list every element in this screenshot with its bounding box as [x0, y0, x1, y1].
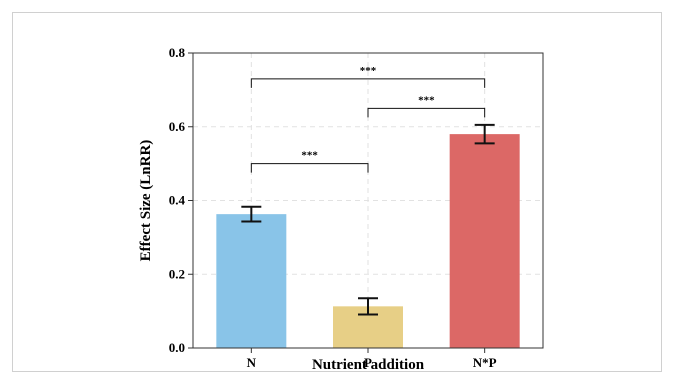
error-bars [241, 123, 495, 316]
x-tick-label: N*P [473, 355, 497, 370]
x-axis-ticks: N P N*P [247, 348, 497, 370]
x-tick-label: N [247, 355, 257, 370]
y-tick-label: 0.8 [169, 45, 186, 60]
bar-n-p [449, 134, 520, 348]
significance-bracket [367, 107, 486, 118]
significance-label: *** [418, 94, 435, 106]
y-axis-ticks: 0.0 0.2 0.4 0.6 0.8 [169, 45, 193, 355]
y-tick-label: 0.6 [169, 119, 186, 134]
significance-bracket [250, 163, 369, 173]
x-tick-label: P [364, 355, 372, 370]
significance-brackets: *** *** *** [250, 65, 486, 173]
y-axis-title: Effect Size (LnRR) [138, 140, 154, 262]
significance-label: *** [360, 65, 377, 77]
significance-bracket [250, 78, 486, 88]
y-tick-label: 0.0 [169, 340, 185, 355]
bar-n [216, 214, 287, 348]
x-axis-title: Nutrient addition [312, 357, 425, 373]
y-tick-label: 0.4 [169, 193, 186, 208]
significance-label: *** [301, 150, 318, 162]
y-tick-label: 0.2 [169, 266, 185, 281]
chart-frame: *** *** *** 0.0 0.2 0.4 0.6 0.8 N P N*P Nutrient… [12, 12, 662, 373]
bar-chart: *** *** *** 0.0 0.2 0.4 0.6 0.8 N P N*P Nutrient… [138, 45, 544, 373]
